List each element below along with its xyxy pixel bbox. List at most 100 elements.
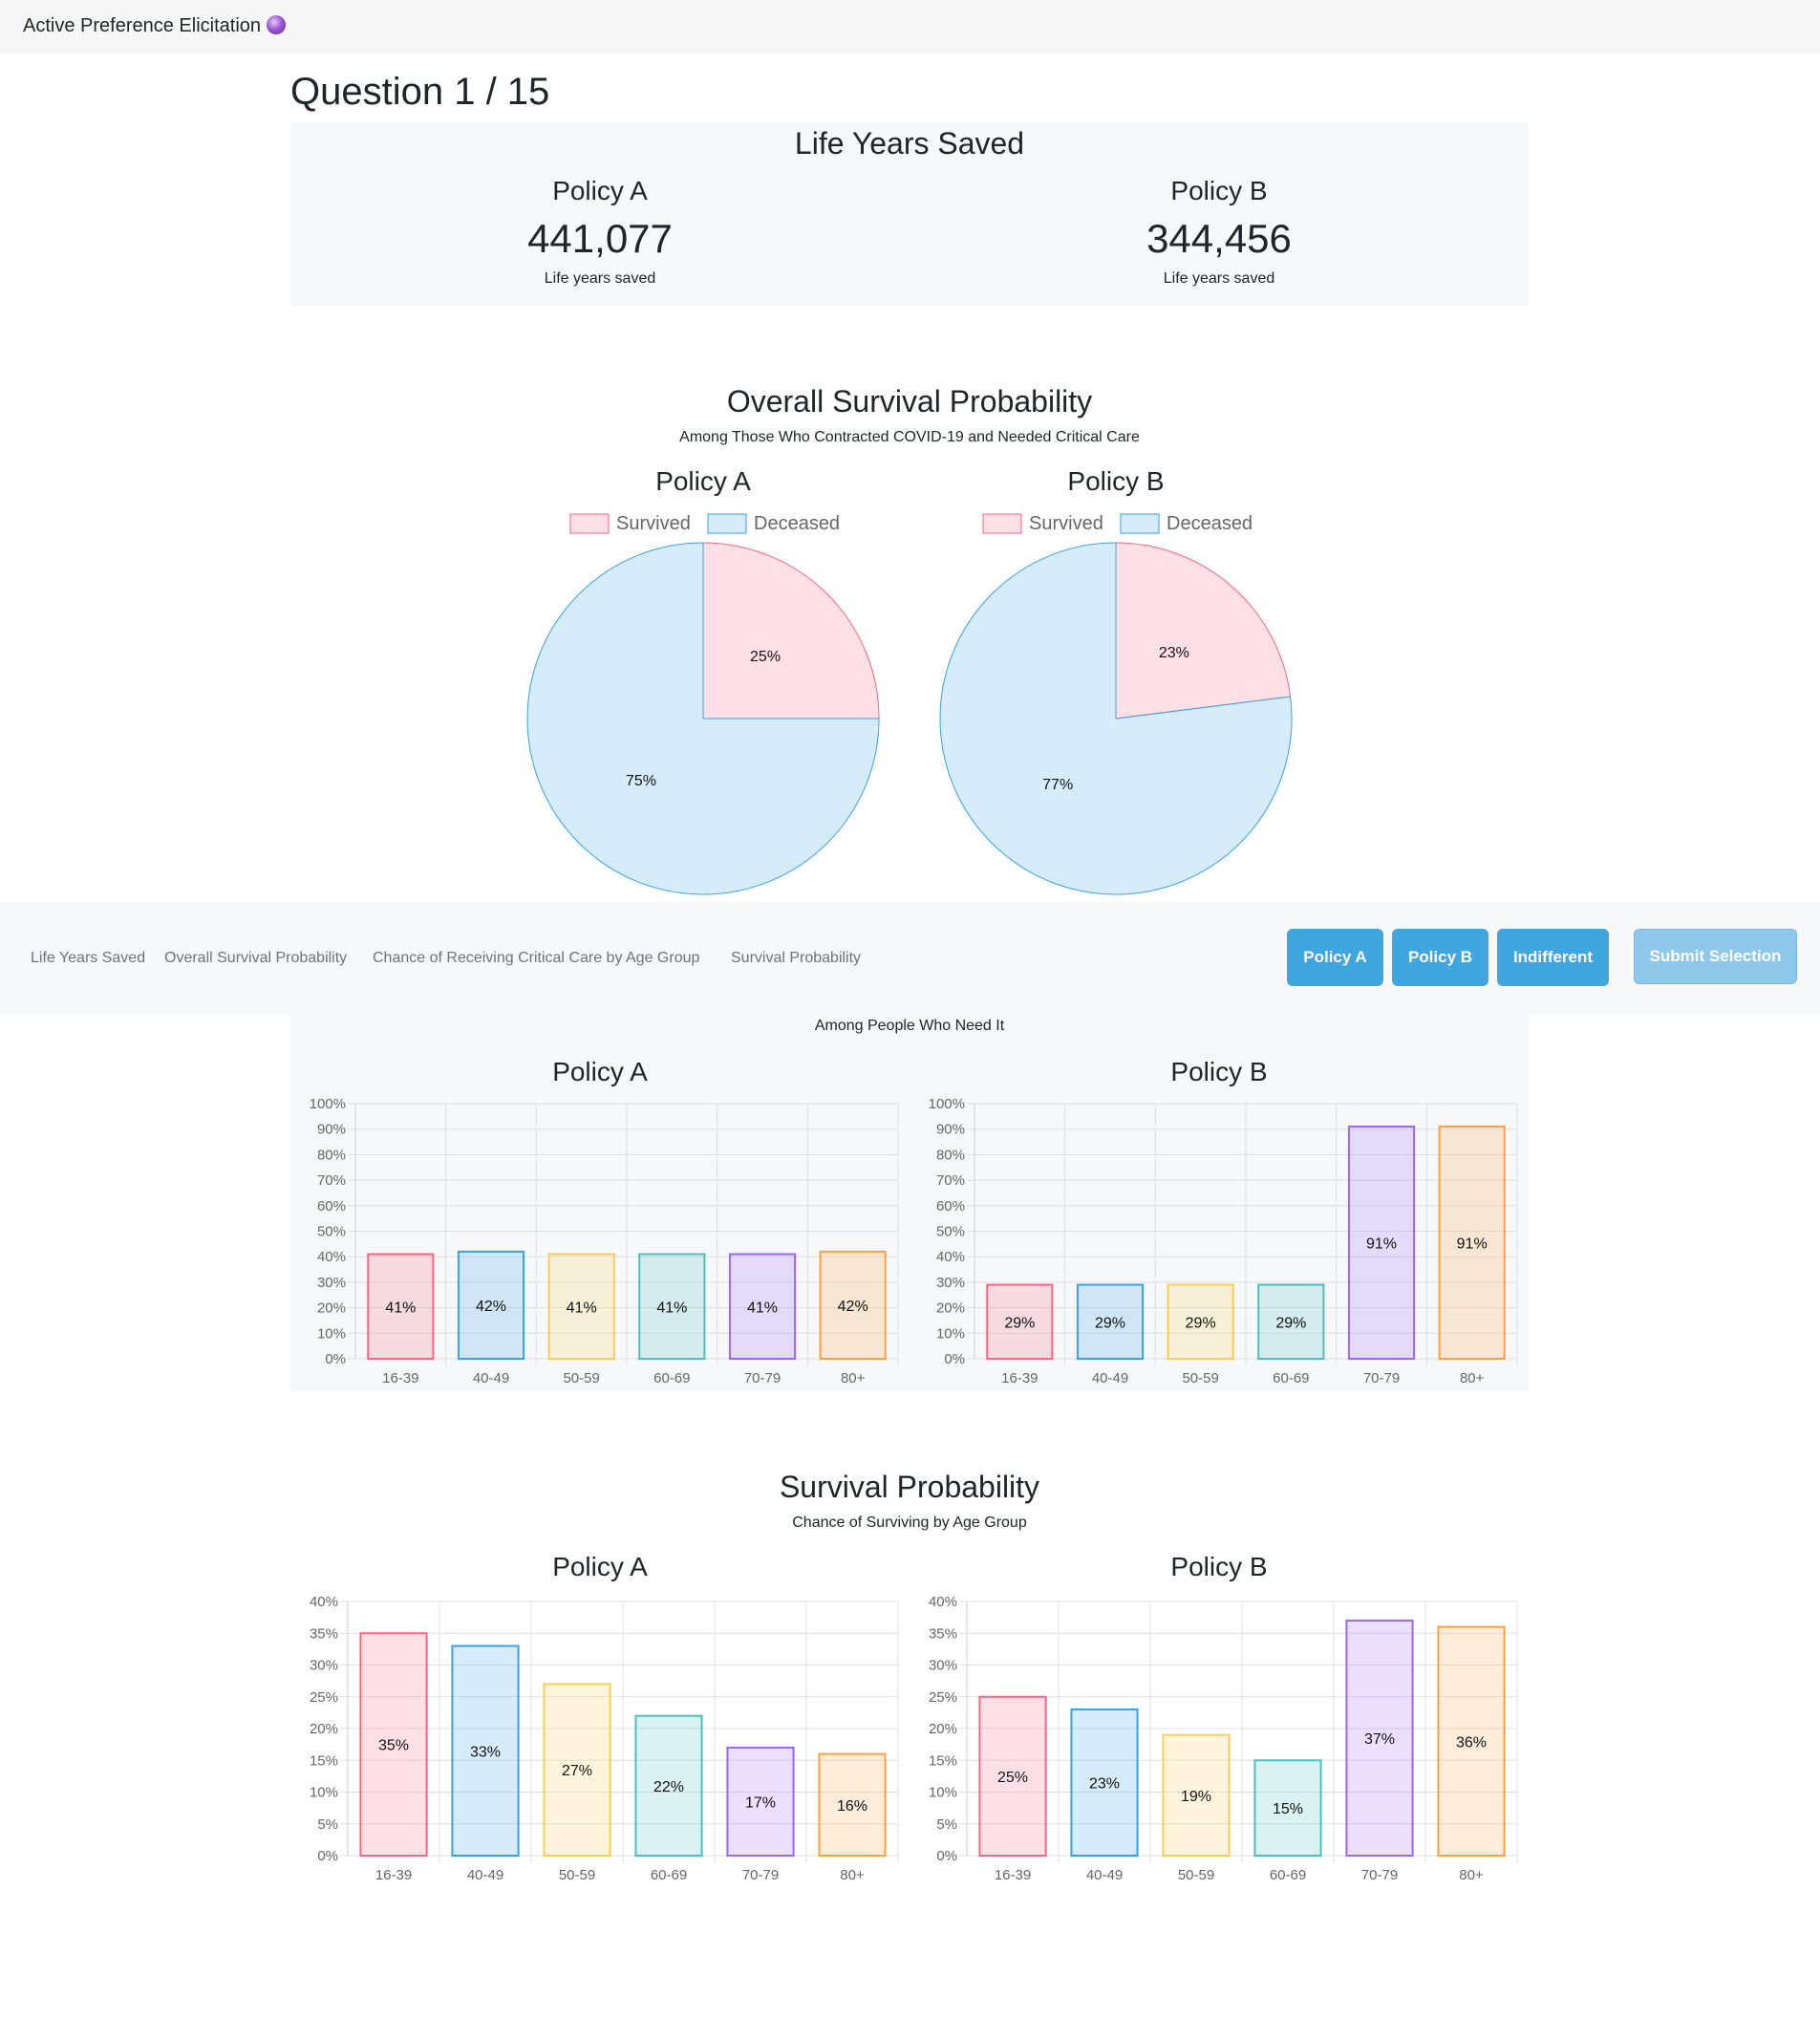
- bar-70-79[interactable]: [726, 1746, 795, 1857]
- bar-50-59[interactable]: [1167, 1283, 1234, 1361]
- x-tick-label: 16-39: [995, 1867, 1031, 1883]
- bar-16-39[interactable]: [367, 1253, 435, 1360]
- bar-70-79[interactable]: [1345, 1619, 1414, 1858]
- submit-selection-button[interactable]: Submit Selection: [1634, 929, 1797, 984]
- section-nav-bar: Life Years Saved Overall Survival Probab…: [0, 902, 1820, 1015]
- bar-16-39[interactable]: [359, 1632, 428, 1857]
- bar-80+[interactable]: [1437, 1625, 1506, 1857]
- indifferent-button[interactable]: Indifferent: [1497, 929, 1609, 986]
- pie-slice-deceased[interactable]: [526, 542, 880, 895]
- y-tick-label: 10%: [317, 1325, 346, 1342]
- legend-label-survived[interactable]: Survived: [1029, 513, 1103, 534]
- x-tick-label: 40-49: [473, 1370, 509, 1386]
- bar-70-79[interactable]: [728, 1253, 797, 1360]
- y-tick-label: 0%: [944, 1351, 965, 1367]
- critical-care-chart-a: 0% 10% 20% 30% 40% 50% 60% 70% 80% 90% 100% 41% 16-3…: [310, 1097, 899, 1386]
- bar-80+[interactable]: [819, 1250, 887, 1360]
- x-tick-label: 80+: [1460, 1370, 1485, 1386]
- policy-b-life-years-caption: Life years saved: [1163, 270, 1275, 287]
- app-title-text: Active Preference Elicitation: [23, 15, 262, 36]
- bar-value-label: 33%: [470, 1744, 501, 1760]
- x-tick-label: 40-49: [467, 1867, 503, 1883]
- policy-a-life-years-value: 441,077: [527, 216, 673, 261]
- x-tick-label: 80+: [840, 1867, 865, 1883]
- y-tick-label: 25%: [310, 1689, 338, 1706]
- bar-value-label: 36%: [1456, 1734, 1487, 1751]
- y-tick-label: 30%: [929, 1658, 957, 1674]
- x-tick-label: 70-79: [744, 1370, 781, 1386]
- bar-value-label: 42%: [476, 1299, 506, 1315]
- bar-60-69[interactable]: [638, 1253, 706, 1360]
- y-tick-label: 100%: [929, 1097, 965, 1112]
- x-tick-label: 40-49: [1092, 1370, 1128, 1386]
- y-tick-label: 70%: [936, 1172, 965, 1189]
- bar-40-49[interactable]: [1076, 1283, 1145, 1361]
- nav-link-survival-probability[interactable]: Survival Probability: [731, 950, 862, 966]
- bar-40-49[interactable]: [451, 1644, 520, 1857]
- survival-b-title: Policy B: [1170, 1552, 1268, 1581]
- crystal-ball-icon: [267, 15, 287, 34]
- bar-50-59[interactable]: [1162, 1733, 1231, 1857]
- x-tick-label: 70-79: [742, 1867, 779, 1883]
- y-tick-label: 70%: [317, 1172, 346, 1189]
- pie-slice-survived[interactable]: [702, 542, 880, 720]
- bar-40-49[interactable]: [1070, 1708, 1139, 1857]
- pie-slice-survived[interactable]: [1115, 542, 1292, 720]
- bar-50-59[interactable]: [543, 1683, 611, 1857]
- bar-50-59[interactable]: [547, 1253, 615, 1360]
- bar-value-label: 42%: [838, 1299, 868, 1315]
- y-tick-label: 10%: [936, 1325, 965, 1342]
- nav-link-life-years[interactable]: Life Years Saved: [31, 950, 146, 966]
- bar-60-69[interactable]: [634, 1714, 703, 1857]
- life-years-card: Life Years Saved Policy A 441,077 Life y…: [290, 122, 1529, 306]
- bar-value-label: 41%: [385, 1300, 416, 1316]
- legend-label-survived[interactable]: Survived: [616, 513, 691, 534]
- x-tick-label: 80+: [841, 1370, 866, 1386]
- policy-a-button[interactable]: Policy A: [1287, 929, 1383, 986]
- legend-swatch-survived[interactable]: [569, 513, 610, 534]
- bar-value-label: 29%: [1275, 1315, 1306, 1331]
- bar-value-label: 41%: [747, 1300, 778, 1316]
- y-tick-label: 50%: [936, 1224, 965, 1240]
- critical-care-card: Among People Who Need It Policy A Policy…: [290, 1015, 1529, 1391]
- y-tick-label: 40%: [310, 1594, 338, 1610]
- critical-care-b-title: Policy B: [1170, 1057, 1268, 1086]
- y-tick-label: 30%: [310, 1658, 338, 1674]
- survival-probability-title: Survival Probability: [779, 1470, 1040, 1504]
- bar-value-label: 27%: [562, 1763, 592, 1779]
- legend-label-deceased[interactable]: Deceased: [754, 513, 840, 534]
- y-tick-label: 60%: [317, 1198, 346, 1214]
- x-tick-label: 60-69: [653, 1370, 690, 1386]
- bar-80+[interactable]: [818, 1752, 887, 1858]
- pie-value-label: 77%: [1042, 777, 1073, 793]
- x-tick-label: 80+: [1459, 1867, 1484, 1883]
- critical-care-subtitle: Among People Who Need It: [814, 1018, 1005, 1034]
- x-tick-label: 16-39: [375, 1867, 412, 1883]
- pie-value-label: 75%: [626, 773, 656, 789]
- bar-80+[interactable]: [1438, 1126, 1506, 1361]
- bar-value-label: 22%: [653, 1779, 684, 1795]
- bar-16-39[interactable]: [978, 1695, 1047, 1857]
- bar-16-39[interactable]: [986, 1283, 1054, 1361]
- question-counter: Question 1 / 15: [290, 71, 550, 113]
- bar-value-label: 91%: [1366, 1236, 1397, 1253]
- bar-40-49[interactable]: [457, 1250, 525, 1360]
- pie-slice-deceased[interactable]: [939, 542, 1293, 895]
- nav-link-overall-survival[interactable]: Overall Survival Probability: [164, 950, 348, 966]
- legend-swatch-deceased[interactable]: [1120, 513, 1160, 534]
- policy-a-label: Policy A: [552, 176, 648, 205]
- nav-link-critical-care[interactable]: Chance of Receiving Critical Care by Age…: [373, 950, 700, 966]
- app-title[interactable]: Active Preference Elicitation: [23, 15, 287, 37]
- legend-swatch-survived[interactable]: [982, 513, 1022, 534]
- y-tick-label: 15%: [929, 1752, 957, 1769]
- legend-swatch-deceased[interactable]: [707, 513, 747, 534]
- bar-60-69[interactable]: [1253, 1759, 1322, 1857]
- x-tick-label: 60-69: [651, 1867, 687, 1883]
- legend-label-deceased[interactable]: Deceased: [1167, 513, 1253, 534]
- policy-b-button[interactable]: Policy B: [1392, 929, 1488, 986]
- bar-60-69[interactable]: [1257, 1283, 1325, 1361]
- y-tick-label: 50%: [317, 1224, 346, 1240]
- bar-value-label: 29%: [1186, 1315, 1216, 1331]
- bar-70-79[interactable]: [1347, 1126, 1416, 1361]
- y-tick-label: 0%: [936, 1848, 957, 1864]
